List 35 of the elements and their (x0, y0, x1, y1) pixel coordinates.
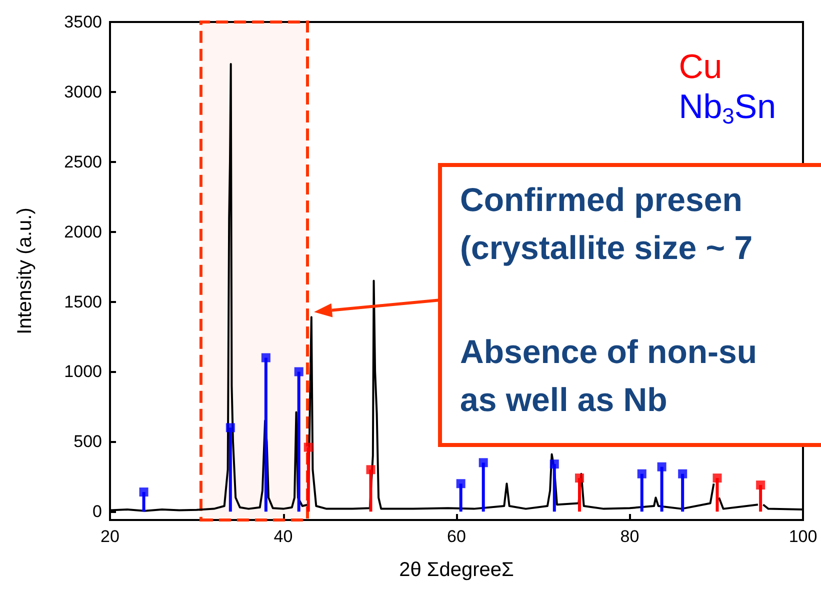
y-tick-label: 3000 (64, 82, 102, 102)
text: Cu (678, 48, 722, 86)
point (550, 460, 559, 469)
x-tick-label: 40 (274, 527, 293, 546)
point (294, 367, 304, 376)
annotation: (crystallite size ~ 7 (460, 229, 753, 266)
point (456, 479, 466, 488)
annotation: as well as Nb (460, 381, 668, 418)
y-tick-label: 2000 (64, 222, 102, 242)
y-tick-label: 1500 (64, 292, 102, 312)
point (304, 442, 313, 452)
point (366, 465, 376, 474)
point (261, 353, 270, 362)
y-tick-label: 0 (92, 502, 102, 522)
x-tick-label: 60 (447, 527, 466, 546)
point (478, 458, 488, 468)
y-tick-label: 2500 (64, 152, 102, 172)
annotation: Confirmed presen (460, 181, 742, 218)
point (575, 474, 584, 483)
point (756, 480, 766, 490)
y-axis-title: Intensity (a.u.) (14, 208, 36, 334)
point (226, 423, 235, 432)
annotation: Absence of non-su (460, 333, 758, 370)
y-tick-label: 3500 (64, 12, 102, 32)
point (637, 469, 646, 478)
y-tick-label: 1000 (64, 362, 102, 382)
x-tick-label: 20 (100, 527, 120, 546)
x-axis-title: 2θ ΣdegreeΣ (399, 559, 514, 581)
point (139, 488, 148, 497)
point (657, 462, 666, 472)
x-tick-label: 100 (788, 527, 818, 546)
x-tick-label: 80 (620, 527, 640, 546)
point (678, 469, 688, 478)
y-tick-label: 500 (74, 432, 102, 452)
point (712, 474, 722, 483)
